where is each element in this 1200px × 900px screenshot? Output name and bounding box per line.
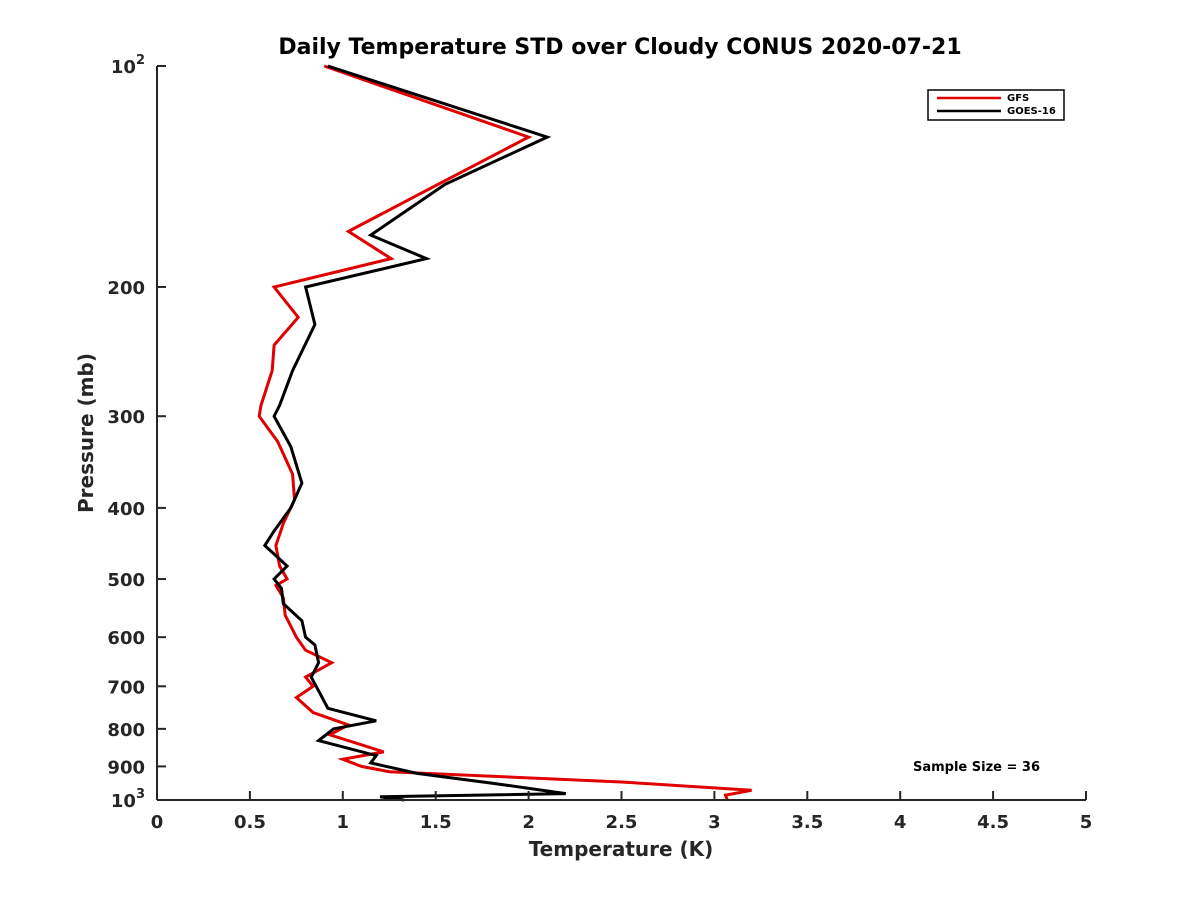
x-tick-label: 5 xyxy=(1080,812,1093,833)
x-tick-label: 1.5 xyxy=(420,812,452,833)
legend-box xyxy=(927,89,1065,121)
y-tick-label: 600 xyxy=(107,628,145,649)
series-line-goes-16 xyxy=(262,64,567,802)
y-tick-label: 400 xyxy=(107,499,145,520)
y-tick-label: 103 xyxy=(111,787,145,812)
x-tick-label: 0 xyxy=(151,812,164,833)
y-tick-label: 200 xyxy=(107,278,145,299)
x-tick-label: 2.5 xyxy=(606,812,638,833)
x-tick-label: 3 xyxy=(708,812,721,833)
sample-size-annotation: Sample Size = 36 xyxy=(913,760,1040,775)
axes: 0 0.5 1 1.5 2 2.5 3 3.5 4 4.5 5 102 200 300 400 500 600… xyxy=(107,53,1092,833)
y-axis-ticks: 102 200 300 400 500 600 700 800 900 103 xyxy=(107,53,166,812)
y-tick-label: 102 xyxy=(111,53,145,78)
y-axis-label: Pressure (mb) xyxy=(74,353,98,513)
x-axis-ticks: 0 0.5 1 1.5 2 2.5 3 3.5 4 4.5 5 xyxy=(151,791,1093,833)
legend-label-goes-16: GOES-16 xyxy=(1007,106,1056,117)
chart-title: Daily Temperature STD over Cloudy CONUS … xyxy=(278,35,961,60)
x-axis-label: Temperature (K) xyxy=(529,837,714,861)
x-tick-label: 3.5 xyxy=(791,812,823,833)
x-tick-label: 1 xyxy=(337,812,350,833)
y-tick-label: 500 xyxy=(107,570,145,591)
series-line-gfs xyxy=(257,64,752,801)
y-tick-label: 800 xyxy=(107,720,145,741)
x-tick-label: 4.5 xyxy=(977,812,1009,833)
y-tick-label: 700 xyxy=(107,677,145,698)
y-tick-label: 900 xyxy=(107,757,145,778)
x-tick-label: 4 xyxy=(894,812,907,833)
y-tick-label: 300 xyxy=(107,407,145,428)
series-layer xyxy=(257,64,752,802)
x-tick-label: 2 xyxy=(522,812,535,833)
x-tick-label: 0.5 xyxy=(234,812,266,833)
legend: GFS GOES-16 xyxy=(927,89,1065,121)
legend-label-gfs: GFS xyxy=(1007,93,1029,104)
